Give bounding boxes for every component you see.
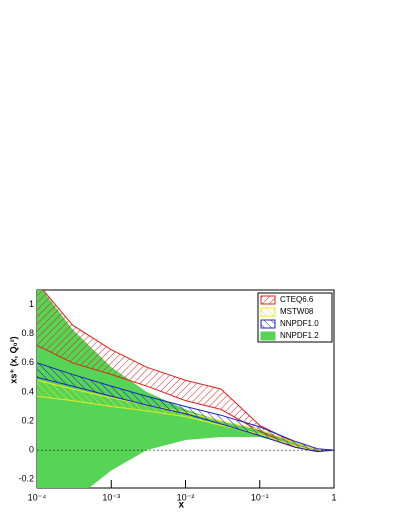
legend-swatch <box>260 307 276 317</box>
y-axis-label: xs⁺ (x, Q₀²) <box>8 336 18 383</box>
y-tick-label: 0.8 <box>21 328 34 338</box>
y-tick-label: 0.2 <box>21 415 34 425</box>
y-tick-label: 0.4 <box>21 386 34 396</box>
legend-label: NNPDF1.2 <box>280 331 319 340</box>
legend-label: CTEQ6.6 <box>280 295 314 304</box>
legend-swatch <box>260 295 276 305</box>
legend-swatch <box>260 331 276 341</box>
plot-area <box>37 290 334 488</box>
x-tick-label: 1 <box>331 492 336 502</box>
band-lower <box>37 376 334 453</box>
band-fill <box>37 290 334 488</box>
x-tick-label: 10⁻¹ <box>251 492 269 502</box>
band-fill <box>37 362 334 452</box>
y-tick-label: -0.2 <box>18 474 34 484</box>
x-tick-label: 10⁻³ <box>102 492 120 502</box>
legend-swatch <box>260 319 276 329</box>
x-tick-label: 10⁻² <box>177 492 195 502</box>
legend-label: MSTW08 <box>280 307 314 316</box>
y-tick-label: 1 <box>29 299 34 309</box>
x-tick-label: 10⁻⁴ <box>28 492 47 502</box>
y-tick-label: 0 <box>29 445 34 455</box>
band-upper <box>37 362 334 451</box>
legend-label: NNPDF1.0 <box>280 319 319 328</box>
y-tick-label: 0.6 <box>21 357 34 367</box>
x-axis-label: x <box>178 500 184 511</box>
